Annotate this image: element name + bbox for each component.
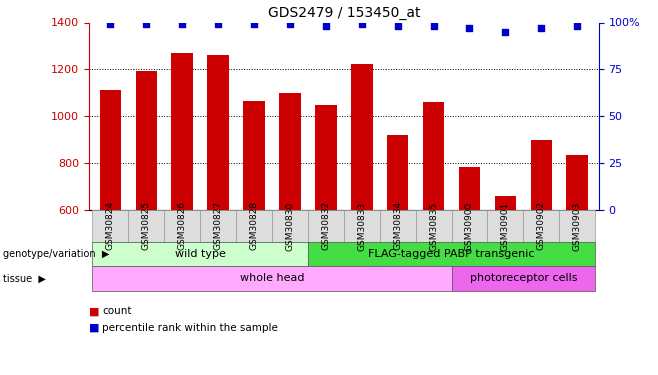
Point: [213, 21, 223, 27]
Point: [177, 21, 188, 27]
Point: [392, 23, 403, 29]
Text: GSM30832: GSM30832: [321, 201, 330, 250]
Bar: [172, 53, 193, 210]
Text: ■: ■: [89, 323, 99, 333]
Text: GSM30902: GSM30902: [537, 201, 546, 250]
Bar: [495, 196, 516, 210]
Text: GSM30830: GSM30830: [286, 201, 294, 250]
Text: GSM30828: GSM30828: [249, 201, 259, 250]
Point: [141, 21, 151, 27]
Bar: [459, 166, 480, 210]
Bar: [279, 93, 301, 210]
Text: wild type: wild type: [175, 249, 226, 259]
Point: [465, 25, 475, 31]
Bar: [99, 90, 121, 210]
Bar: [567, 155, 588, 210]
Text: GSM30900: GSM30900: [465, 201, 474, 250]
Point: [500, 29, 511, 35]
Bar: [243, 101, 265, 210]
Point: [428, 23, 439, 29]
Point: [285, 21, 295, 27]
Text: GSM30901: GSM30901: [501, 201, 510, 250]
Text: tissue  ▶: tissue ▶: [3, 273, 46, 284]
Point: [249, 21, 259, 27]
Point: [536, 25, 547, 31]
Point: [320, 23, 331, 29]
Text: FLAG-tagged PABP transgenic: FLAG-tagged PABP transgenic: [368, 249, 535, 259]
Text: GSM30833: GSM30833: [357, 201, 367, 250]
Text: GSM30825: GSM30825: [141, 201, 151, 250]
Text: whole head: whole head: [240, 273, 304, 284]
Bar: [207, 56, 229, 210]
Text: genotype/variation  ▶: genotype/variation ▶: [3, 249, 110, 259]
Text: GSM30834: GSM30834: [393, 201, 402, 250]
Text: ■: ■: [89, 306, 99, 316]
Bar: [136, 70, 157, 210]
Text: photoreceptor cells: photoreceptor cells: [470, 273, 577, 284]
Title: GDS2479 / 153450_at: GDS2479 / 153450_at: [268, 6, 420, 20]
Text: GSM30903: GSM30903: [572, 201, 582, 250]
Text: percentile rank within the sample: percentile rank within the sample: [102, 323, 278, 333]
Bar: [423, 102, 444, 210]
Text: GSM30826: GSM30826: [178, 201, 187, 250]
Text: GSM30835: GSM30835: [429, 201, 438, 250]
Text: count: count: [102, 306, 132, 316]
Bar: [530, 140, 552, 210]
Point: [105, 21, 116, 27]
Point: [572, 23, 582, 29]
Point: [357, 21, 367, 27]
Bar: [387, 135, 409, 210]
Text: GSM30827: GSM30827: [214, 201, 222, 250]
Text: GSM30824: GSM30824: [106, 201, 115, 250]
Bar: [315, 105, 337, 210]
Bar: [351, 63, 372, 210]
